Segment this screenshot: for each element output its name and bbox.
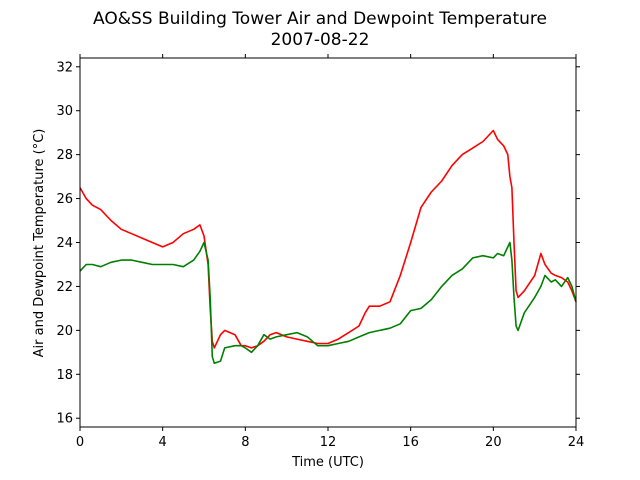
y-tick-label: 20 (56, 324, 73, 339)
y-tick-label: 30 (56, 104, 73, 119)
x-axis-ticks: 0 4 8 12 16 20 24 (76, 54, 584, 450)
y-tick-label: 24 (56, 236, 73, 251)
y-tick-label: 16 (56, 412, 73, 427)
y-tick-label: 26 (56, 192, 73, 207)
y-axis-ticks: 16 18 20 22 24 26 28 30 32 (56, 60, 580, 427)
y-tick-label: 28 (56, 148, 73, 163)
x-axis-label: Time (UTC) (291, 455, 364, 470)
series-line-1 (79, 129, 577, 349)
y-tick-label: 32 (56, 60, 73, 75)
plot-series (79, 129, 577, 365)
y-tick-label: 18 (56, 368, 73, 383)
chart-subtitle: 2007-08-22 (271, 30, 370, 50)
x-tick-label: 8 (241, 435, 249, 450)
x-tick-label: 4 (159, 435, 167, 450)
x-tick-label: 24 (568, 435, 585, 450)
x-tick-label: 0 (76, 435, 84, 450)
x-tick-label: 16 (402, 435, 419, 450)
y-tick-label: 22 (56, 280, 73, 295)
chart-title: AO&SS Building Tower Air and Dewpoint Te… (93, 9, 547, 29)
x-tick-label: 12 (320, 435, 337, 450)
x-tick-label: 20 (485, 435, 502, 450)
series-line-2 (79, 241, 577, 365)
y-axis-label: Air and Dewpoint Temperature (°C) (32, 129, 47, 358)
